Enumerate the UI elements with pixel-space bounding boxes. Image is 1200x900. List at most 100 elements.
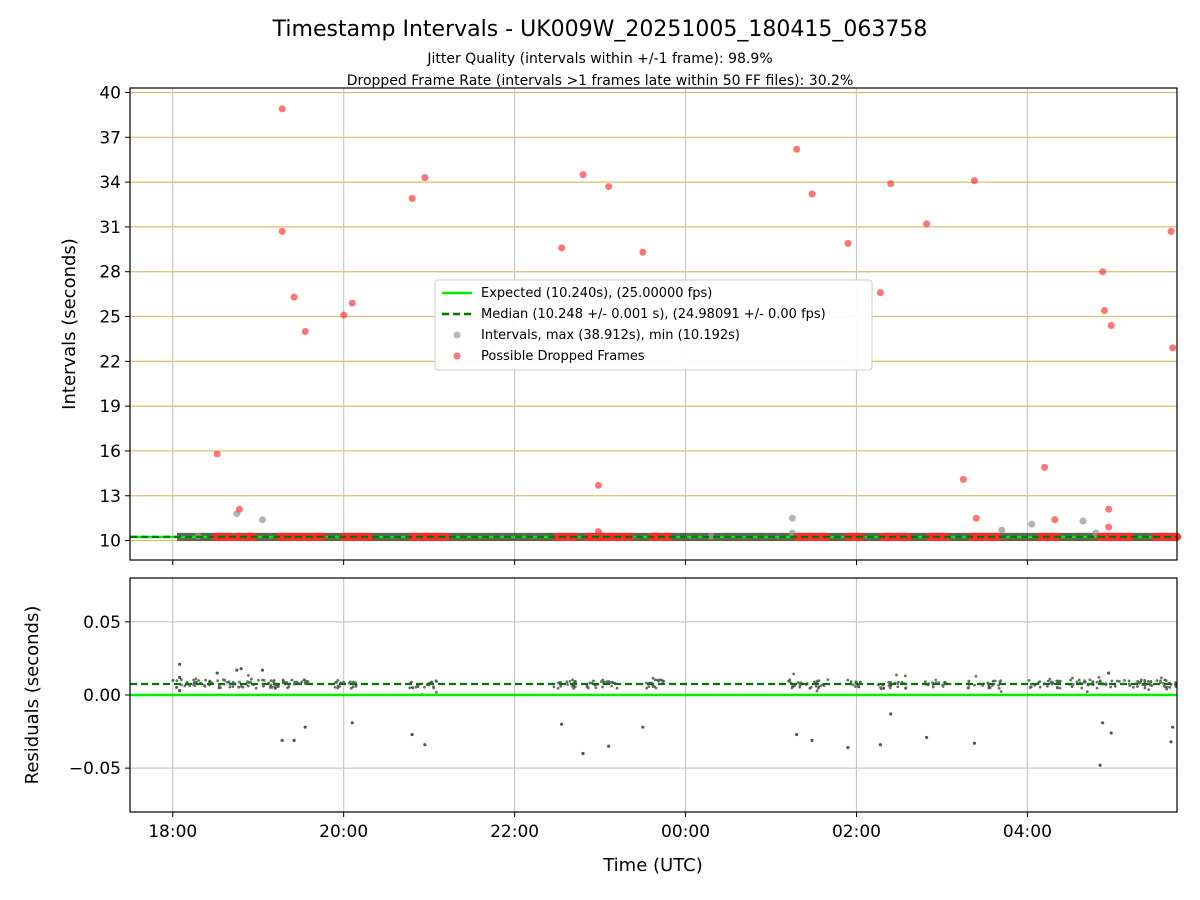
residual-point (1109, 685, 1113, 689)
dropped-point (421, 174, 429, 182)
dropped-point (1041, 463, 1049, 471)
residual-point (179, 678, 183, 682)
residual-point (1071, 682, 1075, 686)
top-y-axis-label: Intervals (seconds) (59, 238, 80, 410)
dropped-point (793, 145, 801, 153)
residual-outlier (177, 675, 182, 680)
dropped-point (301, 327, 309, 335)
interval-point (1028, 520, 1036, 528)
legend-intervals-swatch (453, 331, 461, 339)
residual-point (262, 684, 265, 688)
dropped-point (972, 514, 980, 522)
residual-point (658, 678, 662, 682)
residual-point (851, 683, 855, 687)
residual-point (896, 681, 900, 684)
residual-point (900, 680, 904, 684)
residual-point (222, 678, 225, 682)
residual-point (175, 685, 179, 689)
residual-point (941, 683, 945, 687)
x-tick-label: 00:00 (661, 822, 710, 842)
x-tick-label: 02:00 (832, 822, 881, 842)
residual-point (1085, 690, 1089, 694)
x-tick-label: 18:00 (148, 822, 197, 842)
residual-outlier (423, 743, 427, 747)
residual-point (1069, 678, 1073, 682)
residual-point (1071, 676, 1074, 680)
legend-median-label: Median (10.248 +/- 0.001 s), (24.98091 +… (481, 307, 826, 322)
x-tick-label: 04:00 (1003, 822, 1052, 842)
residual-point (1080, 686, 1084, 690)
residual-point (609, 681, 613, 684)
residual-point (411, 686, 415, 690)
residual-point (882, 686, 886, 690)
residual-point (1163, 678, 1167, 682)
residual-point (274, 686, 277, 690)
residual-point (1136, 685, 1139, 688)
residual-point (854, 685, 857, 689)
residual-point (1088, 678, 1092, 682)
residual-point (651, 676, 655, 680)
residual-outlier (889, 712, 893, 716)
residual-point (171, 679, 175, 682)
residual-point (227, 680, 231, 684)
residual-point (991, 679, 995, 683)
residual-point (261, 678, 264, 682)
residual-point (1055, 685, 1059, 689)
dropped-point (1169, 344, 1177, 352)
residual-point (788, 678, 792, 682)
top-y-tick-label: 40 (99, 83, 121, 103)
residual-point (815, 689, 819, 693)
top-y-tick-label: 37 (99, 128, 121, 148)
dropped-point (579, 171, 587, 179)
dropped-point (970, 177, 978, 185)
residual-point (1155, 679, 1159, 682)
residual-point (1027, 678, 1031, 682)
dropped-point (1100, 307, 1108, 315)
residual-point (602, 680, 606, 684)
residual-outlier (215, 671, 219, 675)
residual-outlier (795, 732, 799, 737)
residual-point (552, 685, 556, 689)
residual-point (1029, 682, 1033, 686)
residual-point (568, 679, 572, 683)
residual-point (601, 685, 604, 689)
top-y-tick-label: 34 (99, 173, 121, 193)
residual-point (203, 684, 207, 688)
residual-point (1123, 679, 1126, 682)
legend-dropped-label: Possible Dropped Frames (481, 349, 645, 364)
x-axis-label: Time (UTC) (602, 855, 703, 876)
residual-point (599, 680, 603, 684)
legend: Expected (10.240s), (25.00000 fps) Media… (434, 279, 873, 371)
residual-point (249, 680, 252, 684)
residual-point (300, 680, 304, 684)
residual-outlier (560, 722, 564, 726)
residual-point (1045, 684, 1049, 688)
residual-outlier (1098, 763, 1102, 767)
residual-outlier (303, 725, 307, 729)
residual-point (1128, 684, 1132, 687)
residual-point (303, 682, 307, 685)
residual-point (1038, 685, 1042, 689)
chart-title: Timestamp Intervals - UK009W_20251005_18… (272, 17, 928, 42)
residual-point (1058, 686, 1062, 690)
residual-point (896, 685, 900, 689)
residual-point (931, 685, 935, 689)
residual-outlier (1169, 740, 1173, 744)
residual-point (270, 685, 274, 689)
residual-point (857, 685, 861, 689)
residual-point (987, 684, 991, 688)
residual-point (217, 686, 221, 690)
residual-point (1146, 679, 1150, 683)
x-tick-label: 20:00 (319, 822, 368, 842)
interval-point (258, 516, 266, 524)
dropped-point (594, 481, 602, 489)
residual-outlier (280, 738, 284, 742)
residual-point (594, 686, 598, 690)
residual-point (246, 684, 250, 688)
dropped-point (290, 293, 298, 301)
residual-point (813, 680, 816, 684)
residual-point (1098, 679, 1102, 683)
residual-point (423, 685, 426, 689)
residual-point (973, 683, 976, 687)
residual-point (192, 683, 195, 686)
